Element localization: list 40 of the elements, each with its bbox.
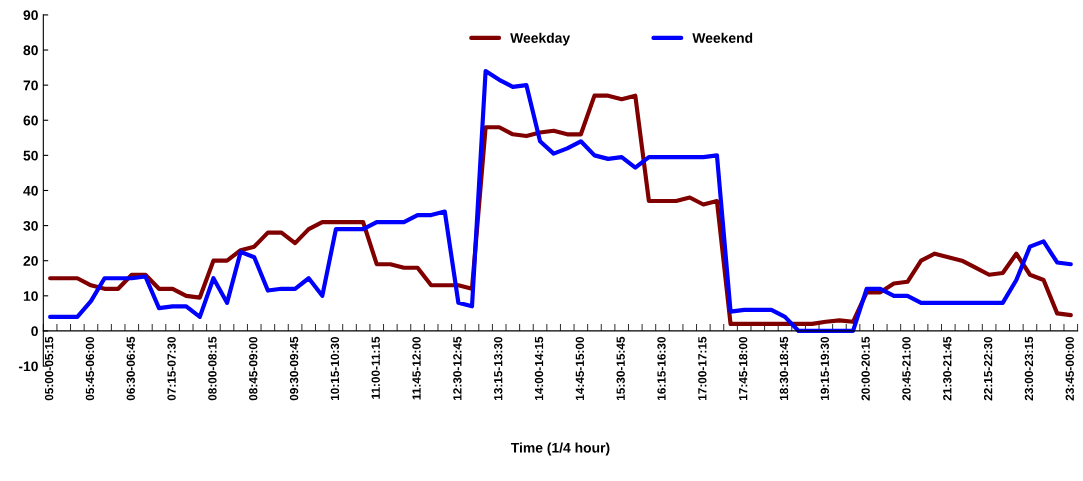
y-tick-label: 40 (23, 185, 38, 196)
x-tick-label: 23:00-23:15 (1024, 336, 1034, 401)
x-tick-label: 10:15-10:30 (330, 336, 340, 401)
x-tick-label: 13:15-13:30 (494, 336, 503, 401)
y-tick-label: 70 (23, 80, 38, 91)
y-tick-label: 0 (31, 326, 38, 337)
x-tick-label: 14:00-14:15 (534, 336, 544, 401)
x-tick-label: 20:00-20:15 (861, 336, 870, 401)
x-tick-label: 11:45-12:00 (412, 336, 421, 400)
x-tick-label: 21:30-21:45 (943, 336, 952, 401)
y-tick-label: -10 (18, 361, 38, 372)
x-axis-title: Time (1/4 hour) (510, 442, 610, 456)
y-tick-label: 50 (23, 150, 38, 161)
y-tick-label: 80 (23, 45, 38, 56)
x-tick-label: 17:00-17:15 (698, 336, 707, 401)
x-tick-label: 18:30-18:45 (779, 336, 789, 401)
x-tick-label: 05:00-05:15 (44, 336, 54, 401)
x-tick-label: 16:15-16:30 (657, 336, 666, 401)
y-tick-label: 10 (23, 291, 38, 301)
x-tick-label: 07:15-07:30 (167, 336, 176, 401)
x-tick-label: 15:30-15:45 (616, 336, 625, 401)
x-tick-label: 12:30-12:45 (453, 336, 462, 401)
x-tick-label: 17:45-18:00 (738, 336, 748, 401)
x-tick-label: 05:45-06:00 (85, 336, 95, 401)
y-tick-label: 30 (23, 220, 38, 231)
y-tick-label: 60 (23, 115, 38, 126)
legend-label: Weekend (692, 32, 753, 43)
x-tick-label: 19:15-19:30 (820, 336, 830, 401)
y-tick-label: 20 (23, 256, 38, 266)
legend-label: Weekday (510, 32, 571, 46)
x-tick-label: 06:30-06:45 (126, 336, 135, 401)
x-tick-label: 08:45-09:00 (249, 336, 258, 401)
x-tick-label: 22:15-22:30 (983, 336, 993, 401)
y-tick-label: 90 (23, 10, 38, 21)
x-tick-label: 23:45-00:00 (1065, 336, 1074, 401)
x-tick-label: 11:00-11:15 (371, 336, 380, 399)
x-tick-label: 09:30-09:45 (289, 336, 299, 401)
x-tick-label: 08:00-08:15 (208, 336, 217, 401)
x-tick-label: 14:45-15:00 (575, 336, 585, 401)
x-tick-label: 20:45-21:00 (902, 336, 911, 401)
